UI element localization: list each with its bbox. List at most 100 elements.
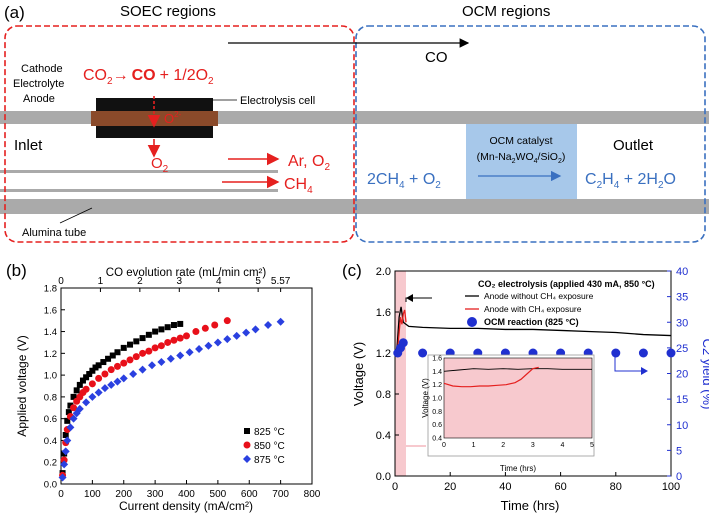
- data-point-825: [73, 387, 80, 394]
- y-tick-label-c-right: 5: [676, 445, 682, 457]
- data-point-850: [157, 342, 165, 350]
- data-point-850: [95, 374, 103, 382]
- y-axis-label-b: Applied voltage (V): [15, 335, 29, 436]
- ocm-yield-point: [638, 348, 648, 358]
- data-point-850: [60, 456, 68, 464]
- inset-y-tick-label: 1.6: [432, 356, 442, 363]
- y-tick-label-b: 0.8: [44, 392, 57, 403]
- y-tick-label-c-left: 2.0: [376, 266, 391, 278]
- data-point-825: [79, 377, 86, 384]
- y-tick-label-c-right: 35: [676, 292, 688, 304]
- data-point-875: [82, 398, 91, 407]
- voltage-axis-arrowhead: [406, 294, 413, 302]
- data-point-850: [176, 334, 184, 342]
- data-point-875: [138, 365, 147, 374]
- ocm-yield-point: [418, 348, 428, 358]
- inset-y-tick-label: 1.2: [432, 382, 442, 389]
- data-point-825: [67, 402, 74, 409]
- top-tick-label-b: 1: [98, 276, 104, 287]
- inset-x-tick-label: 0: [442, 442, 446, 449]
- data-point-825: [100, 359, 107, 366]
- data-point-850: [132, 353, 140, 361]
- data-point-825: [114, 349, 121, 356]
- x-tick-label-b: 600: [241, 489, 258, 500]
- data-point-875: [251, 325, 260, 334]
- data-point-875: [94, 388, 103, 397]
- soec-title: SOEC regions: [120, 3, 216, 20]
- data-point-825: [177, 320, 184, 327]
- cathode-label: Cathode: [21, 63, 63, 75]
- data-point-825: [109, 352, 116, 359]
- inset-y-tick-label: 1.0: [432, 396, 442, 403]
- data-point-825: [164, 324, 171, 331]
- voltage-line-black: [395, 306, 672, 354]
- data-point-875: [157, 358, 166, 367]
- data-point-850: [101, 370, 109, 378]
- yield-axis-arrowhead: [641, 367, 648, 375]
- outlet-label: Outlet: [613, 137, 654, 154]
- yield-axis-arrow-line: [614, 352, 642, 372]
- alumina-tube-label: Alumina tube: [22, 227, 86, 239]
- panel-b-label: (b): [6, 261, 27, 280]
- data-point-875: [232, 331, 241, 340]
- data-point-875: [69, 414, 78, 423]
- data-point-875: [88, 392, 97, 401]
- electrolyte-label: Electrolyte: [13, 78, 64, 90]
- ocm-catalyst-line2: (Mn-Na2WO4/SiO2): [477, 151, 566, 165]
- x-tick-label-b: 700: [272, 489, 289, 500]
- x-tick-label-c: 40: [499, 481, 511, 493]
- x-tick-label-b: 300: [147, 489, 164, 500]
- y-tick-label-b: 1.4: [44, 327, 57, 338]
- data-point-875: [147, 361, 156, 370]
- data-point-875: [119, 374, 128, 383]
- electrolysis-cell-label: Electrolysis cell: [240, 95, 315, 107]
- panel-c: (c) 0 20 40 60 80 1000.00.40.81.21.62.0051015…: [342, 261, 709, 513]
- data-point-825: [139, 335, 146, 342]
- y-tick-label-c-left: 1.6: [376, 307, 391, 319]
- data-point-875: [223, 335, 232, 344]
- data-point-875: [166, 354, 175, 363]
- inset-xlabel: Time (hrs): [500, 464, 536, 473]
- data-point-825: [95, 362, 102, 369]
- inner-tube-1: [0, 170, 278, 173]
- x-tick-label-c: 100: [662, 481, 680, 493]
- data-point-825: [89, 367, 96, 374]
- data-point-875: [60, 460, 69, 469]
- legend-ocm: OCM reaction (825 °C): [484, 317, 579, 327]
- ch4-label: CH4: [284, 176, 313, 196]
- legend-marker-825: [244, 428, 250, 434]
- y-tick-label-c-right: 20: [676, 369, 688, 381]
- soec-reaction: CO2→ CO + 1/2O2: [83, 67, 214, 87]
- y-tick-label-b: 0.4: [44, 436, 57, 447]
- data-point-850: [107, 366, 115, 374]
- legend-marker-875: [243, 455, 251, 463]
- y-tick-label-b: 1.6: [44, 305, 57, 316]
- top-tick-label-b: 3: [177, 276, 183, 287]
- inlet-label: Inlet: [14, 137, 43, 154]
- y-tick-label-b: 1.8: [44, 284, 57, 295]
- data-point-850: [88, 380, 96, 388]
- data-point-875: [176, 351, 185, 360]
- ocm-title: OCM regions: [462, 3, 550, 20]
- shaded-region: [395, 271, 406, 476]
- tube-bottom: [0, 199, 709, 214]
- x-axis-label-b: Current density (mA/cm²): [119, 499, 253, 513]
- soec-region-box: [4, 25, 355, 243]
- ocm-catalyst-line1: OCM catalyst: [489, 135, 552, 147]
- data-point-850: [201, 324, 209, 332]
- top-tick-label-b: 5: [255, 276, 261, 287]
- y-tick-label-c-left: 0.8: [376, 389, 391, 401]
- x-tick-label-c: 0: [392, 481, 398, 493]
- y-tick-label-c-left: 0.4: [376, 430, 391, 442]
- data-point-850: [113, 362, 121, 370]
- x-tick-label-c: 60: [554, 481, 566, 493]
- data-point-875: [204, 341, 213, 350]
- data-point-850: [164, 338, 172, 346]
- top-tick-label-b: 5.57: [271, 276, 291, 287]
- x-tick-label-b: 500: [210, 489, 227, 500]
- data-point-825: [86, 371, 93, 378]
- data-point-850: [223, 317, 231, 325]
- y-tick-label-c-right: 40: [676, 266, 688, 278]
- data-point-825: [120, 344, 127, 351]
- legend-black: Anode without CH₄ exposure: [484, 291, 594, 301]
